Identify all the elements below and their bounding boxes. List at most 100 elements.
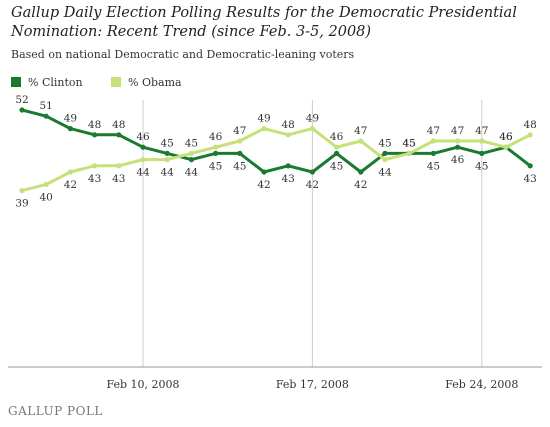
data-point — [527, 132, 533, 138]
data-point — [309, 126, 315, 132]
chart-subtitle: Based on national Democratic and Democra… — [11, 48, 355, 61]
data-label: 45 — [233, 160, 246, 172]
data-point — [92, 132, 98, 138]
data-point — [164, 157, 170, 163]
data-label: 51 — [40, 100, 53, 112]
data-point — [140, 157, 146, 163]
data-label: 45 — [330, 160, 343, 172]
data-point — [67, 169, 73, 175]
legend-swatch-obama — [111, 77, 121, 87]
legend-label-obama: % Obama — [128, 76, 182, 89]
data-point — [285, 163, 291, 169]
data-point — [164, 150, 170, 156]
data-label: 44 — [161, 167, 175, 179]
data-label: 47 — [475, 125, 488, 137]
data-label: 48 — [112, 119, 125, 131]
data-point — [382, 157, 388, 163]
data-point — [285, 132, 291, 138]
legend-item-clinton: % Clinton — [11, 76, 83, 89]
data-label: 45 — [378, 137, 391, 149]
data-label: 45 — [161, 137, 174, 149]
data-label: 45 — [403, 137, 416, 149]
legend-item-obama: % Obama — [111, 76, 182, 89]
data-label: 43 — [282, 173, 295, 185]
data-point — [237, 150, 243, 156]
data-point — [479, 150, 485, 156]
data-label: 45 — [427, 160, 440, 172]
data-label: 45 — [185, 137, 198, 149]
data-point — [406, 150, 412, 156]
data-point — [503, 144, 509, 150]
data-point — [527, 163, 533, 169]
data-point — [188, 150, 194, 156]
data-point — [334, 144, 340, 150]
data-label: 40 — [40, 191, 53, 203]
data-point — [116, 132, 122, 138]
data-point — [213, 144, 219, 150]
data-label: 46 — [451, 154, 465, 166]
legend-swatch-clinton — [11, 77, 21, 87]
data-label: 42 — [257, 179, 270, 191]
data-label: 47 — [427, 125, 440, 137]
data-point — [213, 150, 219, 156]
data-point — [261, 169, 267, 175]
data-label: 49 — [257, 113, 270, 125]
data-point — [188, 157, 194, 163]
data-label: 47 — [233, 125, 246, 137]
data-label: 46 — [136, 131, 150, 143]
data-point — [19, 107, 25, 113]
data-point — [309, 169, 315, 175]
data-label: 52 — [15, 94, 28, 106]
data-point — [430, 150, 436, 156]
data-point — [430, 138, 436, 144]
data-label: 45 — [403, 137, 416, 149]
data-label: 46 — [330, 131, 344, 143]
data-point — [382, 150, 388, 156]
x-tick-label: Feb 24, 2008 — [445, 378, 518, 391]
data-point — [455, 138, 461, 144]
data-point — [237, 138, 243, 144]
series-line-clinton — [21, 108, 532, 174]
data-label: 49 — [64, 113, 77, 125]
x-tick-label: Feb 17, 2008 — [276, 378, 349, 391]
data-label: 47 — [354, 125, 367, 137]
data-label: 45 — [209, 160, 222, 172]
data-label: 48 — [282, 119, 295, 131]
data-label: 48 — [524, 119, 537, 131]
data-label: 39 — [15, 198, 28, 210]
data-label: 46 — [499, 131, 513, 143]
series-line-obama — [21, 127, 531, 193]
data-point — [67, 126, 73, 132]
data-point — [479, 138, 485, 144]
source-label: GALLUP POLL — [8, 404, 103, 418]
data-point — [19, 188, 25, 194]
chart-title: Gallup Daily Election Polling Results fo… — [11, 5, 517, 40]
data-label: 46 — [209, 131, 223, 143]
data-point — [116, 163, 122, 169]
data-label: 48 — [88, 119, 101, 131]
legend-label-clinton: % Clinton — [28, 76, 83, 89]
x-tick-label: Feb 10, 2008 — [106, 378, 179, 391]
data-point — [92, 163, 98, 169]
data-label: 43 — [112, 173, 125, 185]
data-label: 42 — [354, 179, 367, 191]
data-label: 43 — [88, 173, 101, 185]
data-label: 49 — [306, 113, 319, 125]
data-label: 45 — [475, 160, 488, 172]
data-label: 44 — [185, 167, 199, 179]
data-point — [455, 144, 461, 150]
data-point — [140, 144, 146, 150]
data-point — [334, 150, 340, 156]
data-label: 47 — [451, 125, 464, 137]
data-label: 43 — [524, 173, 537, 185]
data-point — [358, 138, 364, 144]
data-label: 42 — [64, 179, 77, 191]
data-point — [43, 113, 49, 119]
data-point — [358, 169, 364, 175]
data-point — [43, 181, 49, 187]
data-label: 46 — [499, 131, 513, 143]
data-label: 44 — [136, 167, 150, 179]
data-label: 44 — [378, 167, 392, 179]
data-point — [261, 126, 267, 132]
